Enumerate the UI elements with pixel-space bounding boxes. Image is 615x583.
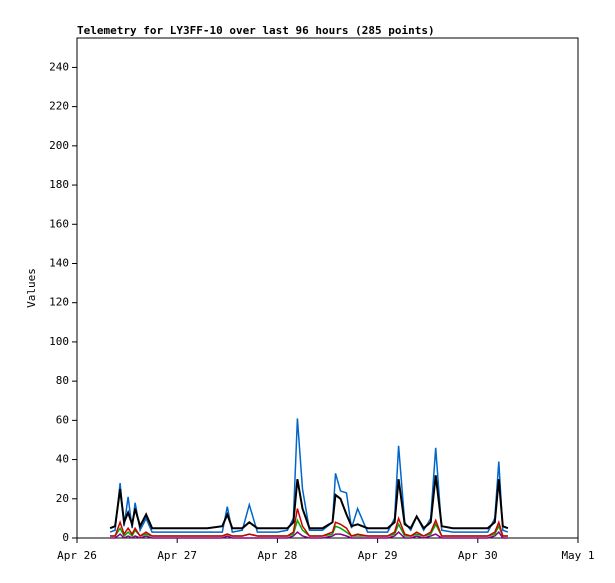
- y-tick-label: 0: [62, 531, 69, 544]
- x-tick-label: Apr 28: [258, 549, 298, 562]
- plot-frame: [76, 37, 579, 539]
- y-tick-label: 200: [49, 139, 69, 152]
- y-tick-label: 60: [56, 413, 69, 426]
- y-tick-label: 40: [56, 453, 69, 466]
- y-tick-label: 80: [56, 374, 69, 387]
- series-line: [109, 475, 509, 530]
- series-line: [110, 508, 508, 538]
- series-line: [110, 530, 508, 539]
- series-line: [109, 418, 509, 533]
- x-tick-label: Apr 27: [157, 549, 197, 562]
- y-tick-label: 120: [49, 296, 69, 309]
- y-axis-label: Values: [25, 268, 38, 308]
- x-tick-label: Apr 26: [57, 549, 97, 562]
- y-tick-label: 180: [49, 178, 69, 191]
- y-tick-label: 160: [49, 217, 69, 230]
- chart-title: Telemetry for LY3FF-10 over last 96 hour…: [77, 24, 435, 37]
- x-tick-label: May 1: [561, 549, 594, 562]
- x-tick-label: Apr 30: [458, 549, 498, 562]
- y-tick-label: 20: [56, 492, 69, 505]
- y-tick-label: 240: [49, 60, 69, 73]
- x-tick-label: Apr 29: [358, 549, 398, 562]
- y-tick-label: 140: [49, 256, 69, 269]
- y-tick-label: 100: [49, 335, 69, 348]
- y-tick-label: 220: [49, 100, 69, 113]
